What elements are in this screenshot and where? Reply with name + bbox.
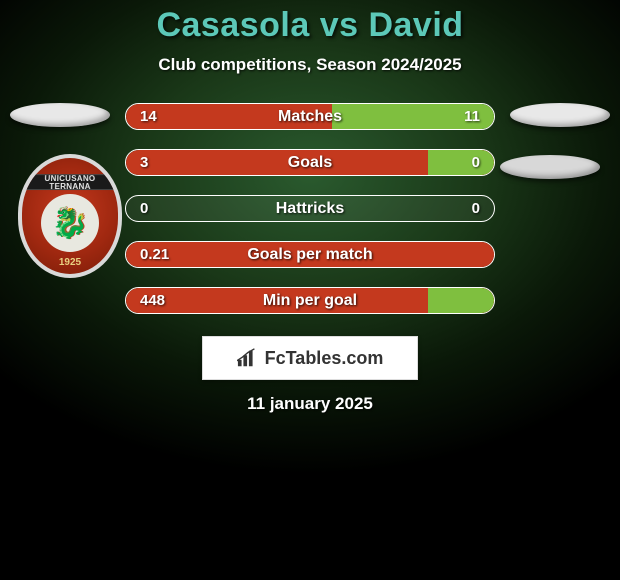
crest-year: 1925 [22,257,118,268]
stat-row: 1411Matches [125,103,495,130]
stat-bars-container: 1411Matches 30Goals 00Hattricks 0.21Goals p… [125,103,495,314]
page-title: Casasola vs David [156,6,463,45]
crest-line2: TERNANA [49,182,91,191]
player1-avatar-placeholder [10,103,110,127]
stat-row: 30Goals [125,149,495,176]
stat-row: 00Hattricks [125,195,495,222]
page-subtitle: Club competitions, Season 2024/2025 [158,55,461,75]
stat-row: 0.21Goals per match [125,241,495,268]
player2-avatar-placeholder [510,103,610,127]
player2-club-placeholder [500,155,600,179]
stat-label: Matches [126,108,494,126]
stat-label: Goals per match [126,246,494,264]
crest-center-circle: 🐉 [41,194,99,252]
watermark-badge: FcTables.com [202,336,418,380]
content-wrapper: Casasola vs David Club competitions, Sea… [0,0,620,580]
stat-label: Goals [126,154,494,172]
stat-label: Min per goal [126,292,494,310]
report-date: 11 january 2025 [247,394,373,414]
stat-label: Hattricks [126,200,494,218]
stat-row: 448Min per goal [125,287,495,314]
crest-body: UNICUSANO TERNANA 🐉 1925 [18,154,122,278]
watermark-text: FcTables.com [265,348,384,369]
dragon-icon: 🐉 [51,206,88,241]
player1-club-crest: UNICUSANO TERNANA 🐉 1925 [18,154,122,278]
bar-chart-icon [237,348,259,368]
comparison-zone: UNICUSANO TERNANA 🐉 1925 1411Matches 30Go… [0,103,620,314]
crest-text-band: UNICUSANO TERNANA [21,174,118,190]
